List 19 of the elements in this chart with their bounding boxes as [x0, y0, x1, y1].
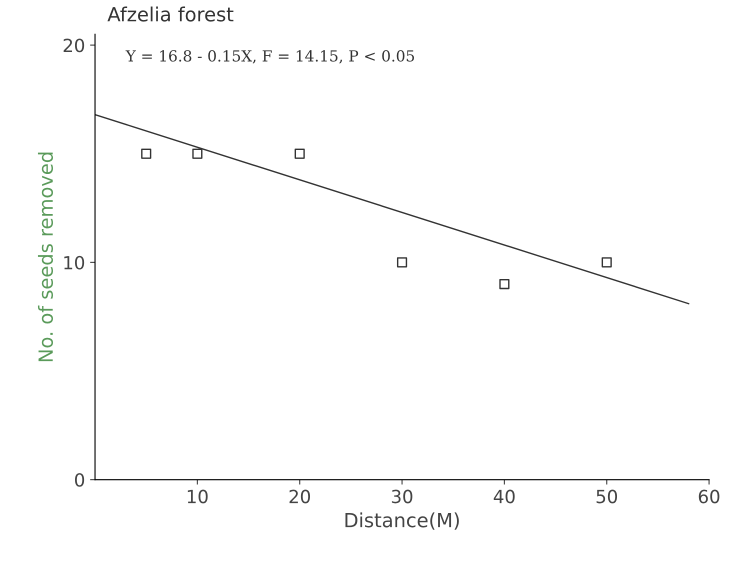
y-tick-label: 20 [64, 38, 84, 52]
x-tick-label: 60 [698, 490, 720, 504]
y-axis-title: No. of seeds removed [38, 152, 54, 362]
x-tick-label: 10 [188, 490, 208, 504]
point [141, 148, 152, 159]
point [602, 257, 612, 268]
y-tick-label: 0 [75, 473, 84, 487]
x-tick-label: 30 [392, 490, 412, 504]
point [294, 148, 305, 159]
point [192, 148, 202, 159]
annotation: Y = 16.8 - 0.15X, F = 14.15, P < 0.05 [126, 50, 414, 64]
point [396, 257, 408, 268]
x-tick-label: 20 [290, 490, 310, 504]
x-tick-label: 40 [494, 490, 515, 504]
chart-title: Afzelia forest [107, 6, 234, 22]
x-axis-title: Distance(M) [345, 512, 459, 530]
x-tick-label: 50 [596, 490, 618, 504]
y-tick-label: 10 [64, 256, 84, 270]
point [499, 279, 510, 290]
